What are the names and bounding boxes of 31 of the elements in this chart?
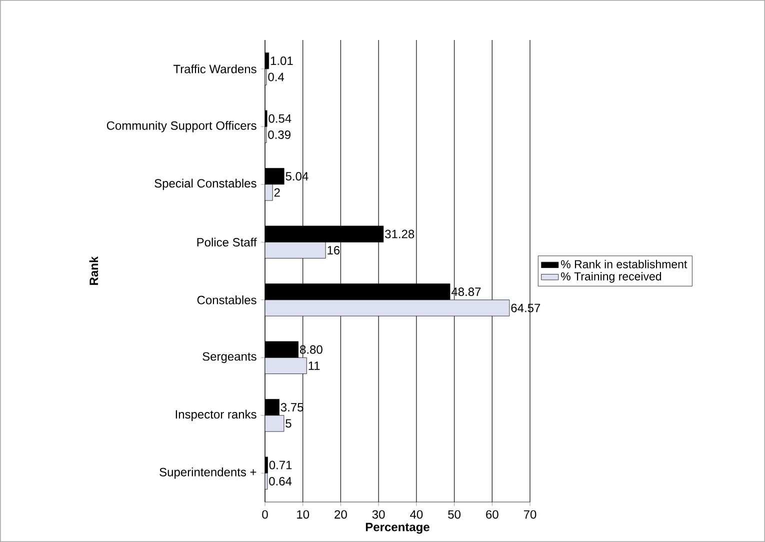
x-axis-title: Percentage: [366, 522, 430, 534]
y-tick-label: Police Staff: [197, 238, 257, 247]
data-label: 0.54: [268, 114, 292, 123]
data-label: 16: [328, 246, 340, 254]
y-tick-label: Constables: [197, 295, 256, 304]
x-tick-label: 40: [410, 510, 423, 519]
y-tick-label: Traffic Wardens: [173, 64, 256, 74]
x-tick-label: 10: [297, 510, 310, 519]
data-label: 11: [308, 362, 320, 370]
x-tick-label: 20: [334, 510, 347, 519]
legend-label: % Training received: [561, 272, 662, 283]
data-label: 0.39: [268, 130, 290, 139]
data-label: 2: [274, 188, 280, 197]
y-tick-label: Inspector ranks: [176, 410, 256, 421]
data-label: 31.28: [385, 230, 414, 238]
x-tick-label: 70: [524, 510, 536, 519]
x-tick-label: 60: [486, 510, 498, 519]
x-tick-label: 50: [448, 510, 460, 519]
x-tick-label: 30: [372, 510, 385, 519]
data-label: 5: [286, 419, 292, 428]
y-axis-title: Rank: [89, 256, 98, 285]
y-tick-label: Sergeants: [202, 352, 256, 364]
data-label: 0.4: [268, 72, 284, 82]
y-tick-label: Special Constables: [154, 178, 256, 190]
y-tick-label: Superintendents +: [160, 468, 256, 479]
data-label: 0.71: [269, 460, 292, 470]
data-label: 1.01: [270, 56, 293, 66]
data-label: 0.64: [269, 476, 292, 486]
y-tick-label: Community Support Officers: [106, 121, 256, 132]
x-tick-label: 0: [262, 510, 268, 519]
legend-label: % Rank in establishment: [561, 260, 688, 268]
